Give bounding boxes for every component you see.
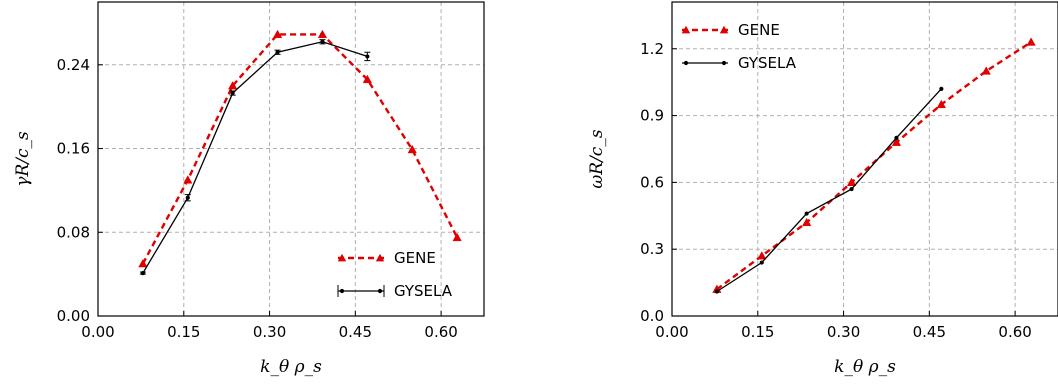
gysela-point [140,270,145,276]
y-axis-label: γR/c_s [13,131,33,187]
legend-label: GENE [738,21,780,39]
x-tick-label: 0.60 [998,323,1031,341]
gysela-series-line [142,41,368,274]
gene-series-line [141,33,459,265]
legend-marker [683,60,689,66]
y-tick-label: 0.24 [57,56,90,74]
x-tick-label: 0.45 [339,323,372,341]
plot-frame [97,1,485,317]
gene-point [891,137,902,146]
y-tick-label: 1.2 [640,40,664,58]
gene-point [272,29,283,39]
legend-marker [681,25,691,34]
legend-label: GYSELA [394,282,453,300]
gene-series-line [716,41,1032,291]
legend-marker [337,253,347,262]
legend-entry-gysela: GYSELA [682,54,797,72]
gene-point [138,258,148,268]
x-tick-label: 0.60 [424,323,457,341]
gysela-point [939,86,944,91]
x-tick-label: 0.30 [253,323,286,341]
y-tick-label: 0.08 [57,223,90,241]
x-tick-label: 0.00 [81,323,114,341]
gene-point [846,177,857,186]
legend-label: GENE [394,249,436,267]
gysela-point [759,260,764,265]
legend-marker [721,60,727,66]
y-tick-label: 0.9 [640,107,664,125]
gysela-point [185,195,190,200]
gene-point [802,217,812,227]
y-axis-label: ωR/c_s [587,129,607,188]
gene-point [228,81,238,90]
gene-point [1026,37,1036,46]
x-tick-label: 0.00 [655,323,688,341]
legend-marker [375,253,385,262]
y-tick-label: 0.0 [640,307,664,325]
legend-entry-gysela: GYSELA [337,282,453,300]
gysela-point [849,186,854,192]
x-tick-label: 0.30 [827,323,860,341]
growth-rate-chart: 0.00 0.15 0.30 0.45 0.60 0.00 0.08 0.16 0.24 k_θ … [13,1,485,377]
gysela-point [804,211,809,216]
legend-entry-gene: GENE [337,249,436,267]
legend-marker [339,288,345,294]
gysela-point [275,50,280,55]
gene-point [936,99,946,109]
x-tick-label: 0.15 [741,323,774,341]
gene-point [452,232,462,242]
legend-entry-gene: GENE [681,21,780,39]
legend-label: GYSELA [738,54,797,72]
y-tick-label: 0.6 [640,173,664,191]
gysela-point [714,289,719,294]
plot-frame [671,1,1058,317]
gene-point [757,251,767,260]
gene-point [362,74,372,84]
x-axis-label: k_θ ρ_s [834,357,896,377]
x-tick-label: 0.15 [167,323,200,341]
y-tick-label: 0.16 [57,140,90,158]
legend-marker [719,25,729,34]
gysela-point [320,39,325,44]
legend-marker [377,288,383,294]
gene-point [981,66,991,75]
x-tick-label: 0.45 [913,323,946,341]
gysela-point [894,135,899,140]
gene-point [407,144,417,154]
y-tick-label: 0.3 [640,240,664,258]
x-axis-label: k_θ ρ_s [260,357,322,377]
gysela-point [230,90,235,96]
gysela-series-line [716,88,942,293]
gene-point [317,29,328,39]
frequency-chart: 0.00 0.15 0.30 0.45 0.60 0.0 0.3 0.6 0.9 1.2 k_θ ρ… [587,1,1058,377]
y-tick-label: 0.00 [57,307,90,325]
gysela-point [365,54,370,59]
gene-point [183,175,193,184]
